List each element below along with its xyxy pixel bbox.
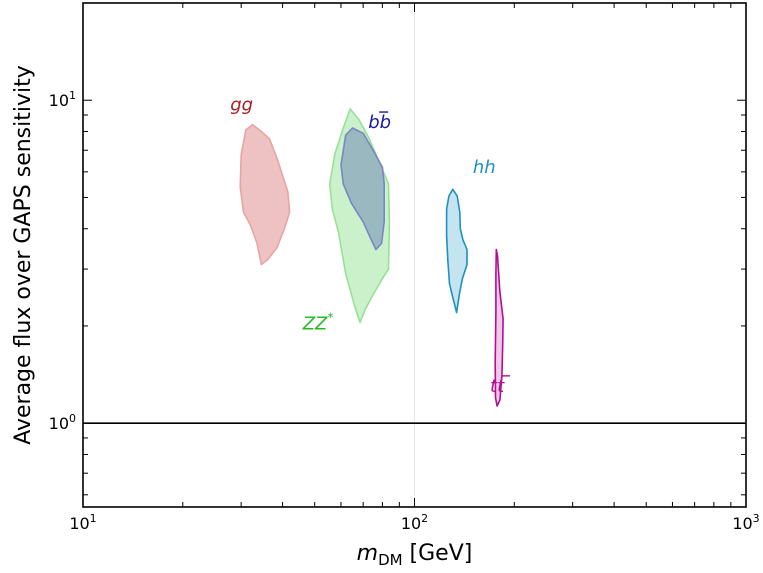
y-tick-label: 100: [49, 412, 76, 433]
ticks-layer: 101 102 103 100 101: [49, 2, 760, 533]
region-2: [340, 127, 386, 251]
plot-frame: [82, 2, 747, 508]
x-axis-label: mDM [GeV]: [357, 541, 473, 569]
grid-layer: [83, 3, 746, 507]
regions-layer: [239, 108, 504, 407]
axis-labels-layer: mDM [GeV] Average flux over GAPS sensitiv…: [11, 65, 472, 569]
region-3: [445, 188, 468, 314]
region-label: gg: [230, 94, 253, 115]
region-label: ZZ*: [302, 310, 334, 334]
region-label: hh: [473, 157, 496, 178]
x-tick-label: 103: [732, 512, 759, 533]
x-tick-label: 101: [69, 512, 96, 533]
x-tick-label: 102: [401, 512, 428, 533]
region-labels-layer: gg ZZ* bb hh tt: [230, 94, 511, 397]
region-0: [239, 123, 291, 266]
region-label: bb: [368, 112, 391, 133]
y-axis-label: Average flux over GAPS sensitivity: [11, 65, 36, 445]
region-label: tt: [490, 376, 505, 397]
region-4: [494, 248, 504, 407]
y-tick-label: 101: [49, 89, 76, 110]
